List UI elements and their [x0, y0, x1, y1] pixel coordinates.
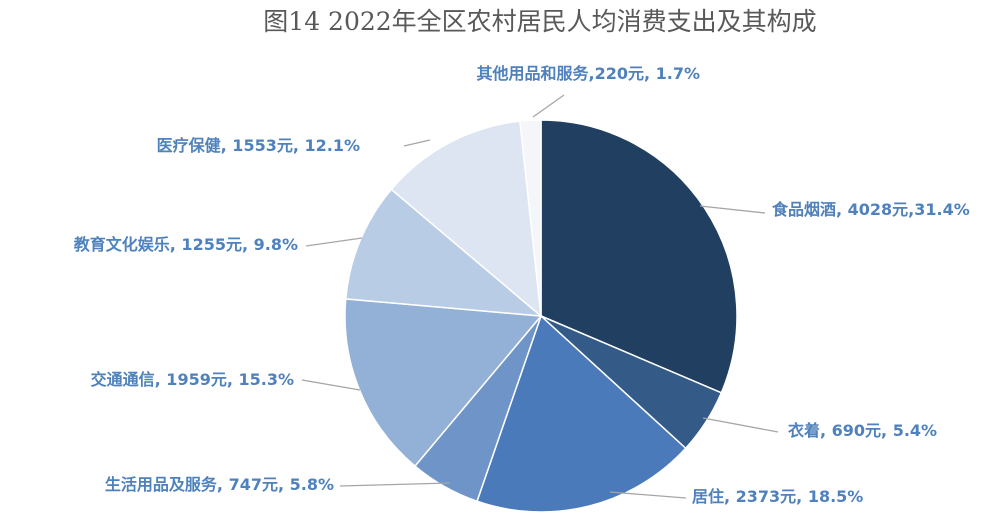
slice-label-3: 居住, 2373元, 18.5%: [692, 487, 863, 506]
slice-label-1: 食品烟酒, 4028元,31.4%: [771, 200, 970, 219]
leader-line-5: [301, 379, 361, 391]
slice-label-5: 交通通信, 1959元, 15.3%: [91, 370, 294, 389]
leader-line-4: [339, 482, 451, 487]
leader-lines: [301, 94, 779, 499]
pie-slice-6: [344, 188, 544, 317]
leader-line-6: [305, 237, 363, 247]
leader-line-1: [699, 205, 766, 214]
slice-label-7: 医疗保健, 1553元, 12.1%: [157, 136, 360, 155]
pie-slice-7: [390, 120, 542, 318]
pie-slice-3: [476, 314, 687, 513]
pie-slice-5: [344, 298, 543, 468]
slice-label-4: 生活用品及服务, 747元, 5.8%: [105, 475, 334, 494]
slice-label-8: 其他用品和服务,220元, 1.7%: [476, 64, 700, 83]
chart-title: 图14 2022年全区农村居民人均消费支出及其构成: [263, 7, 816, 36]
slice-label-6: 教育文化娱乐, 1255元, 9.8%: [74, 235, 298, 254]
leader-line-2: [702, 417, 779, 433]
slice-label-2: 衣着, 690元, 5.4%: [788, 421, 937, 440]
pie-slice-8: [519, 119, 542, 317]
leader-line-8: [532, 94, 565, 118]
pie-slices: [344, 119, 738, 513]
leader-line-3: [609, 491, 687, 499]
leader-line-7: [403, 139, 431, 147]
data-labels: 食品烟酒, 4028元,31.4% 衣着, 690元, 5.4% 居住, 2373元…: [74, 64, 970, 506]
pie-slice-1: [540, 119, 738, 394]
